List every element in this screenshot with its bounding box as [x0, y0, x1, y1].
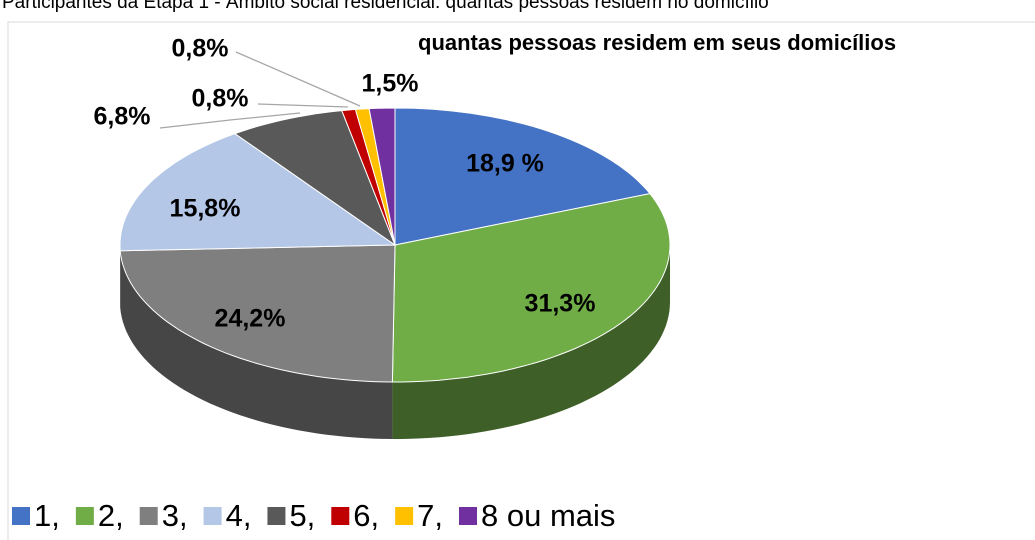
legend-label: 5, — [289, 498, 315, 533]
legend-swatch — [267, 507, 286, 525]
legend-label: 6, — [353, 498, 379, 533]
data-label: 24,2% — [215, 305, 286, 333]
data-label: 1,5% — [362, 70, 419, 98]
legend-swatch — [395, 507, 414, 525]
legend-label: 3, — [162, 498, 188, 533]
slice — [391, 193, 671, 383]
data-label: 0,8% — [172, 35, 229, 63]
data-label: 6,8% — [94, 103, 151, 131]
legend-label: 1, — [34, 498, 60, 533]
data-label: 31,3% — [525, 290, 596, 318]
legend-label: 2, — [98, 498, 124, 533]
chart-title: quantas pessoas residem em seus domicíli… — [418, 30, 896, 55]
header-text: Participantes da Etapa 1 - Âmbito social… — [2, 0, 769, 13]
leader-line — [235, 51, 361, 107]
leader-line — [159, 112, 301, 129]
legend-label: 4, — [226, 498, 252, 533]
legend-swatch — [75, 507, 94, 525]
data-label: 15,8% — [170, 195, 241, 223]
leader-line — [257, 103, 349, 108]
legend-swatch — [12, 507, 30, 525]
data-label: 18,9 % — [466, 150, 544, 178]
legend-label: 7, — [417, 498, 443, 533]
legend-swatch — [203, 507, 222, 525]
pie-sides — [120, 245, 670, 439]
slice — [119, 133, 397, 252]
legend-swatch — [331, 507, 350, 525]
legend-label: 8 ou mais — [481, 498, 615, 533]
legend-swatch — [459, 507, 478, 525]
slice — [368, 107, 396, 246]
slice — [394, 107, 651, 246]
slice-side — [392, 245, 670, 439]
data-label: 0,8% — [192, 85, 249, 113]
slice — [119, 244, 396, 383]
slice-side — [120, 250, 393, 439]
legend-swatch — [139, 507, 158, 525]
